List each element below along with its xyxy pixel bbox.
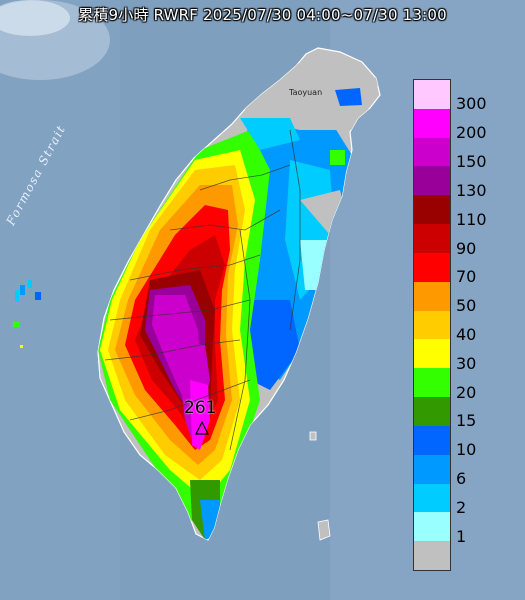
county-boundaries: [104, 129, 301, 451]
legend-label: 15: [456, 411, 477, 431]
legend-label: 90: [456, 238, 477, 258]
legend-swatch: [414, 108, 450, 139]
legend-swatch: [414, 368, 450, 398]
max-value-label: 261: [184, 398, 217, 418]
legend-colorbar: [413, 79, 451, 571]
legend-label: 30: [456, 353, 477, 373]
orchid-island: [317, 519, 331, 541]
max-triangle-icon: [195, 420, 209, 435]
legend-swatch: [414, 137, 450, 167]
city-label: Taoyuan: [289, 88, 323, 97]
legend-label: 110: [456, 209, 487, 229]
legend-swatch: [414, 80, 450, 110]
legend-label: 50: [456, 296, 477, 316]
legend-swatch: [414, 281, 450, 312]
legend-label: 130: [456, 180, 487, 200]
legend-swatch: [414, 252, 450, 283]
legend-swatch: [414, 541, 450, 571]
legend-label: 300: [456, 94, 487, 114]
penghu-islands: [13, 280, 41, 348]
legend-swatch: [414, 454, 450, 485]
legend-swatch: [414, 166, 450, 196]
legend-label: 70: [456, 267, 477, 287]
legend-label: 20: [456, 382, 477, 402]
legend-label: 10: [456, 440, 477, 460]
legend-swatch: [414, 195, 450, 225]
legend-swatch: [414, 512, 450, 542]
green-island: [309, 431, 317, 441]
legend-swatch: [414, 483, 450, 513]
legend-label: 6: [456, 469, 467, 489]
legend-swatch: [414, 310, 450, 340]
legend-label: 150: [456, 152, 487, 172]
legend-label: 40: [456, 325, 477, 344]
legend-swatch: [414, 425, 450, 456]
legend-label: 1: [456, 526, 467, 546]
legend-swatch: [414, 397, 450, 427]
legend-label: 200: [456, 123, 487, 143]
legend-swatch: [414, 339, 450, 369]
page-title: 累積9小時 RWRF 2025/07/30 04:00~07/30 13:00: [78, 6, 447, 24]
legend-label: 2: [456, 497, 467, 517]
legend-swatch: [414, 224, 450, 254]
rainfall-fill: [98, 50, 380, 540]
